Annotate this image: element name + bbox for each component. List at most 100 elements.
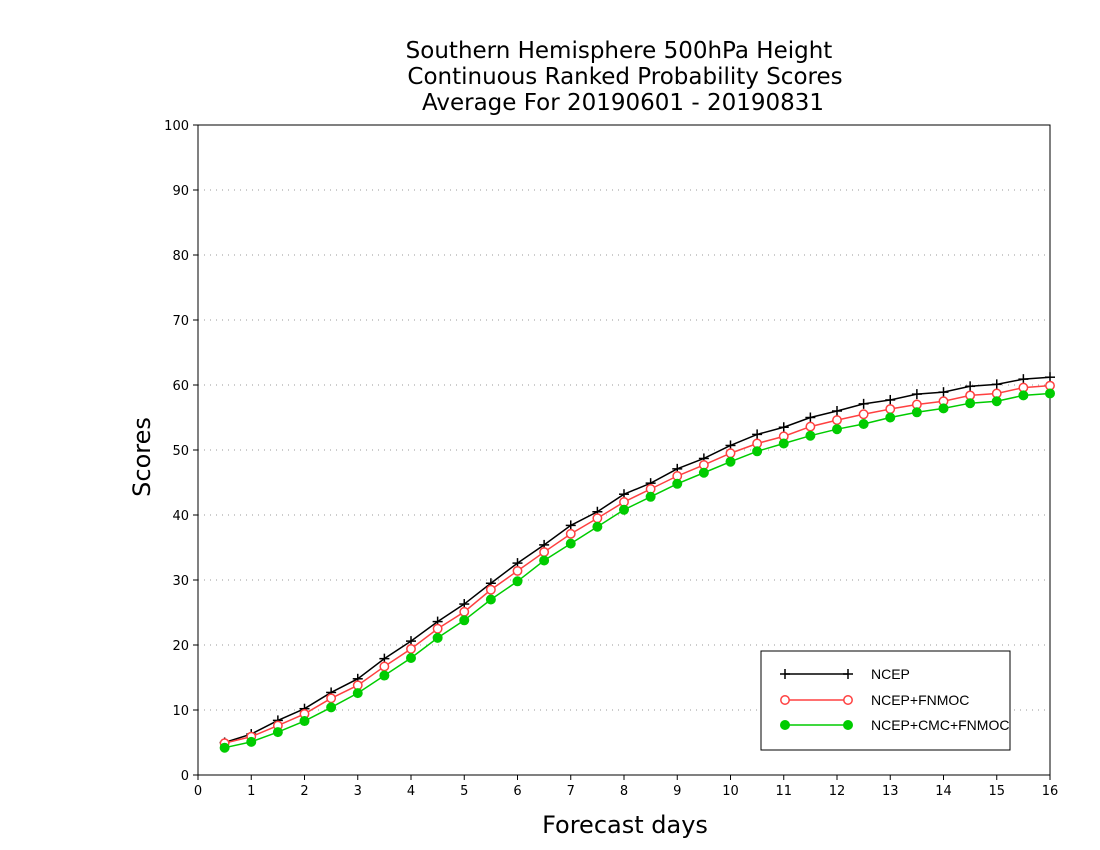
series-2-point-28 bbox=[965, 398, 976, 409]
series-0-point-30 bbox=[1018, 374, 1029, 385]
x-tick-label-7: 7 bbox=[567, 784, 575, 799]
series-2-point-4 bbox=[326, 702, 337, 713]
x-tick-label-11: 11 bbox=[775, 784, 792, 799]
series-1-point-8 bbox=[432, 623, 443, 634]
series-2-point-22 bbox=[805, 430, 816, 441]
series-1-point-11 bbox=[512, 565, 523, 576]
series-1-point-10 bbox=[485, 584, 496, 595]
series-1-point-24 bbox=[858, 409, 869, 420]
series-2-point-21 bbox=[778, 438, 789, 449]
x-tick-label-16: 16 bbox=[1042, 784, 1059, 799]
x-tick-label-1: 1 bbox=[247, 784, 255, 799]
x-tick-label-10: 10 bbox=[722, 784, 739, 799]
series-1-point-4 bbox=[326, 693, 337, 704]
series-2-point-27 bbox=[938, 403, 949, 414]
series-0 bbox=[219, 372, 1055, 748]
legend-label-2: NCEP+CMC+FNMOC bbox=[871, 717, 1009, 733]
series-0-point-20 bbox=[752, 429, 763, 440]
series-2-point-18 bbox=[698, 467, 709, 478]
legend-item-0: NCEP bbox=[780, 666, 910, 682]
series-2-point-20 bbox=[752, 446, 763, 457]
legend-label-0: NCEP bbox=[871, 666, 910, 682]
series-0-point-25 bbox=[885, 394, 896, 405]
series-2-point-6 bbox=[379, 670, 390, 681]
series-2-point-5 bbox=[352, 688, 363, 699]
x-tick-label-13: 13 bbox=[882, 784, 899, 799]
legend-item-1: NCEP+FNMOC bbox=[780, 692, 969, 708]
series-2-point-19 bbox=[725, 456, 736, 467]
series-2 bbox=[219, 388, 1055, 753]
series-2-point-13 bbox=[565, 538, 576, 549]
x-tick-label-8: 8 bbox=[620, 784, 628, 799]
x-axis-title: Forecast days bbox=[542, 811, 708, 839]
plot-frame bbox=[197, 124, 1051, 776]
y-tick-label-70: 70 bbox=[172, 314, 189, 329]
y-tick-label-30: 30 bbox=[172, 574, 189, 589]
series-2-point-14 bbox=[592, 521, 603, 532]
x-tick-label-3: 3 bbox=[354, 784, 362, 799]
series-2-point-16 bbox=[645, 491, 656, 502]
chart-title-line-2: Continuous Ranked Probability Scores bbox=[407, 64, 842, 90]
series-0-point-27 bbox=[938, 387, 949, 398]
series-2-point-1 bbox=[246, 736, 257, 747]
series-0-point-26 bbox=[911, 389, 922, 400]
legend-marker-start-0 bbox=[780, 669, 790, 679]
y-tick-label-10: 10 bbox=[172, 704, 189, 719]
legend-marker-start-1 bbox=[780, 695, 790, 705]
legend-marker-start-2 bbox=[780, 720, 790, 730]
series-1-point-14 bbox=[592, 513, 603, 524]
x-tick-label-6: 6 bbox=[513, 784, 521, 799]
y-tick-label-0: 0 bbox=[181, 769, 189, 784]
legend: NCEP NCEP+FNMOC NCEP+CMC+FNMOC bbox=[760, 650, 1011, 751]
y-tick-label-20: 20 bbox=[172, 639, 189, 654]
series-2-point-30 bbox=[1018, 390, 1029, 401]
series-0-point-31 bbox=[1045, 372, 1055, 383]
series-1-point-19 bbox=[725, 448, 736, 459]
series-2-point-0 bbox=[219, 742, 230, 753]
series-2-point-3 bbox=[299, 716, 310, 727]
series-1-point-9 bbox=[459, 606, 470, 617]
series-0-point-28 bbox=[965, 381, 976, 392]
x-tick-label-12: 12 bbox=[829, 784, 846, 799]
series-2-point-23 bbox=[832, 424, 842, 435]
series-2-point-29 bbox=[991, 396, 1002, 407]
series-2-point-7 bbox=[406, 653, 416, 663]
legend-marker-end-0 bbox=[843, 669, 853, 679]
legend-marker-end-2 bbox=[843, 720, 853, 730]
y-tick-label-60: 60 bbox=[172, 379, 189, 394]
series-1-point-25 bbox=[885, 404, 896, 414]
series-2-point-2 bbox=[272, 727, 283, 738]
series-2-point-8 bbox=[432, 632, 443, 643]
series-2-point-24 bbox=[858, 419, 869, 429]
y-tick-label-80: 80 bbox=[172, 249, 189, 264]
series-1-point-13 bbox=[565, 528, 576, 539]
series-1-point-22 bbox=[805, 421, 816, 432]
x-tick-label-5: 5 bbox=[460, 784, 468, 799]
series-2-point-11 bbox=[512, 576, 523, 587]
series-2-point-17 bbox=[672, 478, 683, 489]
series-0-point-24 bbox=[858, 398, 869, 409]
x-tick-label-14: 14 bbox=[935, 784, 952, 799]
y-tick-label-50: 50 bbox=[172, 444, 189, 459]
series-2-point-15 bbox=[619, 504, 629, 515]
series-2-point-12 bbox=[539, 555, 550, 566]
legend-label-1: NCEP+FNMOC bbox=[871, 692, 969, 708]
chart-title-line-3: Average For 20190601 - 20190831 bbox=[422, 90, 824, 116]
y-tick-label-90: 90 bbox=[172, 184, 189, 199]
series-line-0 bbox=[224, 376, 1051, 744]
legend-marker-end-1 bbox=[843, 695, 853, 705]
series-0-point-29 bbox=[991, 379, 1002, 390]
legend-item-2: NCEP+CMC+FNMOC bbox=[780, 717, 1009, 733]
y-tick-label-40: 40 bbox=[172, 509, 189, 524]
series-0-point-23 bbox=[832, 406, 842, 416]
series-0-point-21 bbox=[778, 422, 789, 433]
series-0-point-13 bbox=[565, 520, 576, 531]
series-1-point-12 bbox=[539, 547, 550, 557]
chart-title-line-1: Southern Hemisphere 500hPa Height bbox=[406, 38, 833, 64]
x-tick-label-4: 4 bbox=[407, 784, 415, 799]
series-2-point-31 bbox=[1045, 388, 1055, 399]
series bbox=[219, 372, 1055, 753]
series-1-point-7 bbox=[406, 643, 416, 654]
